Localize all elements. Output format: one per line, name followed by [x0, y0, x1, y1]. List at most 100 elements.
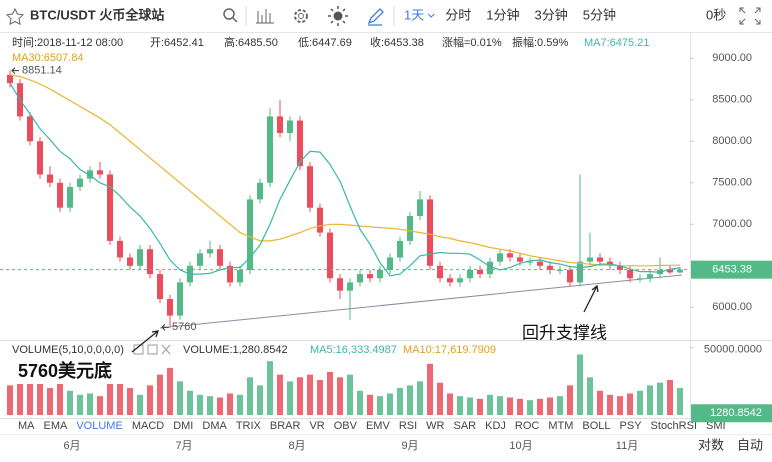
volume-bar — [287, 381, 293, 415]
info-open: 开:6452.41 — [150, 37, 204, 49]
volume-bar — [157, 374, 163, 415]
indicator-tab[interactable]: DMI — [173, 420, 193, 432]
volume-bar — [547, 397, 553, 415]
indicator-tab[interactable]: SMI — [706, 420, 726, 432]
candle-body — [177, 282, 183, 316]
low-label: 5760 — [172, 321, 196, 333]
indicator-tab[interactable]: SAR — [453, 420, 476, 432]
indicator-tab[interactable]: MA — [18, 420, 35, 432]
candle-body — [517, 257, 523, 262]
scale-log[interactable]: 对数 — [698, 437, 724, 452]
gear-icon[interactable] — [147, 344, 158, 355]
indicator-tab[interactable]: VR — [309, 420, 324, 432]
candle-body — [237, 269, 243, 283]
volume-bar — [677, 388, 683, 415]
candle-body — [67, 186, 73, 208]
support-annotation: 回升支撑线 — [522, 323, 607, 342]
candle-body — [667, 269, 673, 273]
volume-bar — [617, 396, 623, 415]
volume-bar — [557, 396, 563, 415]
candle-body — [507, 253, 513, 258]
volume-bar — [187, 390, 193, 415]
candle-body — [27, 116, 33, 142]
search-icon-handle — [232, 17, 238, 23]
volume-bar — [317, 380, 323, 415]
candle-body — [277, 116, 283, 133]
indicator-tab[interactable]: OBV — [334, 420, 358, 432]
indicator-tab[interactable]: PSY — [620, 420, 643, 432]
volume-bar — [517, 398, 523, 415]
candle-body — [377, 269, 383, 279]
fullscreen-icon[interactable] — [739, 7, 761, 25]
indicator-tab[interactable]: BOLL — [582, 420, 610, 432]
settings-icon[interactable] — [294, 9, 308, 23]
interval-option[interactable]: 1天 — [404, 7, 424, 22]
scale-auto[interactable]: 自动 — [737, 437, 763, 452]
volume-bar — [127, 388, 133, 415]
candle-body — [117, 240, 123, 258]
theme-icon[interactable] — [333, 11, 343, 21]
indicator-tab[interactable]: EMA — [44, 420, 69, 432]
volume-bar — [137, 394, 143, 415]
candle-body — [357, 274, 363, 283]
theme-icon-rays — [328, 6, 348, 26]
interval-option[interactable]: 1分钟 — [486, 7, 519, 22]
indicator-tab[interactable]: MACD — [132, 420, 164, 432]
volume-bar — [17, 374, 23, 415]
candle-body — [107, 174, 113, 241]
volume-bar — [247, 377, 253, 415]
indicator-tab[interactable]: TRIX — [236, 420, 262, 432]
volume-ma10: MA10:17,619.7909 — [403, 344, 496, 356]
candle-body — [97, 170, 103, 175]
volume-bar — [37, 367, 43, 415]
info-low: 低:6447.69 — [298, 36, 352, 49]
indicator-tab[interactable]: BRAR — [270, 420, 301, 432]
candle-body — [167, 298, 173, 316]
y-tick-label: 8000.00 — [712, 135, 752, 147]
volume-bar — [207, 396, 213, 415]
info-ma30: MA30:6507.84 — [12, 52, 84, 64]
volume-bar — [297, 377, 303, 415]
indicator-tab[interactable]: KDJ — [485, 420, 506, 432]
indicator-tab[interactable]: RSI — [399, 420, 417, 432]
volume-bar — [657, 382, 663, 415]
interval-option[interactable]: 3分钟 — [534, 7, 567, 22]
candle-body — [337, 278, 343, 291]
symbol-title: BTC/USDT 火币全球站 — [30, 7, 164, 22]
y-tick-label: 9000.00 — [712, 52, 752, 64]
indicator-tab[interactable]: ROC — [515, 420, 540, 432]
volume-bar — [457, 396, 463, 415]
volume-bar — [277, 374, 283, 415]
high-label: 8851.14 — [22, 65, 62, 77]
candle-body — [547, 265, 553, 270]
indicator-tab[interactable]: WR — [426, 420, 444, 432]
volume-bar — [87, 393, 93, 415]
volume-bar — [27, 377, 33, 415]
candle-body — [317, 207, 323, 233]
candle-body — [137, 249, 143, 266]
interval-option[interactable]: 分时 — [445, 7, 471, 22]
favorite-icon[interactable] — [5, 7, 25, 26]
candle-body — [87, 170, 93, 179]
eye-icon[interactable] — [133, 344, 144, 355]
info-ma7: MA7:6475.21 — [584, 37, 649, 49]
indicator-tab[interactable]: StochRSI — [651, 420, 697, 432]
volume-bar — [197, 394, 203, 415]
indicator-tab[interactable]: DMA — [202, 420, 227, 432]
volume-bar — [57, 381, 63, 415]
close-icon[interactable] — [161, 344, 171, 355]
interval-option[interactable]: 5分钟 — [583, 7, 616, 22]
volume-bar — [217, 397, 223, 415]
draw-icon[interactable] — [367, 8, 384, 26]
indicator-tab[interactable]: EMV — [366, 420, 391, 432]
low-arrow — [161, 323, 169, 331]
candle-body — [527, 261, 533, 263]
candle-body — [327, 232, 333, 279]
indicator-icon[interactable] — [256, 9, 274, 24]
indicator-tab[interactable]: MTM — [548, 420, 573, 432]
search-icon[interactable] — [223, 8, 235, 20]
volume-bar — [607, 394, 613, 415]
candle-body — [487, 261, 493, 275]
indicator-tab[interactable]: VOLUME — [76, 420, 122, 432]
